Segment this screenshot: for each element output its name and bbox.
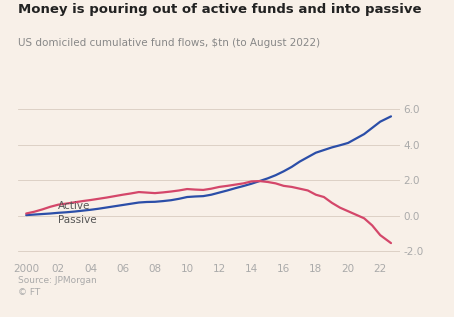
Text: © FT: © FT (18, 288, 40, 297)
Text: Money is pouring out of active funds and into passive: Money is pouring out of active funds and… (18, 3, 422, 16)
Text: Active: Active (59, 201, 91, 211)
Text: US domiciled cumulative fund flows, $tn (to August 2022): US domiciled cumulative fund flows, $tn … (18, 38, 320, 48)
Text: Passive: Passive (59, 215, 97, 225)
Text: Source: JPMorgan: Source: JPMorgan (18, 276, 97, 285)
